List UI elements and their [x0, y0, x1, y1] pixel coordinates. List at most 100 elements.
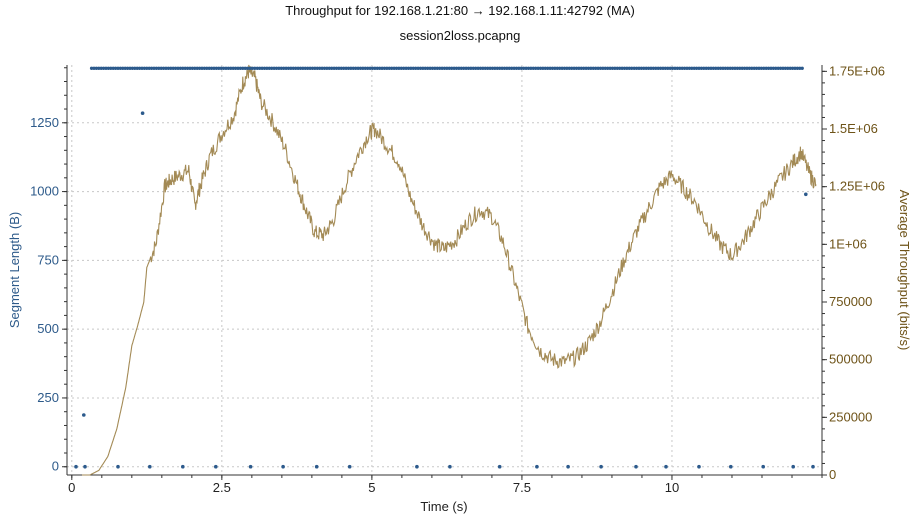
segment-point: [661, 66, 665, 71]
segment-point: [529, 66, 533, 71]
segment-point: [148, 464, 152, 469]
segment-point: [354, 66, 358, 71]
segment-point: [349, 66, 353, 71]
segment-point: [541, 66, 545, 71]
segment-point: [522, 66, 526, 71]
segment-point: [411, 66, 415, 71]
segment-point: [318, 66, 322, 71]
segment-point: [706, 66, 711, 71]
segment-point: [599, 464, 603, 469]
segment-point: [486, 66, 490, 71]
segment-point: [221, 66, 226, 71]
segment-point: [538, 66, 543, 71]
y-right-tick-label: 1.75E+06: [829, 63, 885, 78]
segment-point: [673, 66, 677, 71]
segment-point: [791, 464, 795, 469]
segment-point: [260, 66, 264, 71]
segment-point: [248, 66, 252, 71]
y-left-tick-label: 1000: [30, 184, 59, 199]
segment-point: [375, 66, 379, 71]
y-left-tick-label: 250: [37, 390, 59, 405]
segment-point: [505, 66, 509, 71]
segment-point: [447, 66, 451, 71]
segment-point: [586, 66, 591, 71]
segment-point: [270, 66, 274, 71]
segment-point: [231, 66, 235, 71]
segment-point: [566, 464, 570, 469]
segment-point: [397, 66, 401, 71]
segment-point: [723, 66, 728, 71]
segment-point: [82, 413, 86, 417]
segment-point: [125, 66, 130, 71]
segment-point: [726, 66, 730, 71]
segment-point: [536, 66, 540, 71]
segment-point: [111, 66, 115, 71]
segment-point: [315, 66, 319, 71]
segment-point: [241, 66, 245, 71]
segment-point: [761, 464, 765, 469]
segment-point: [342, 66, 346, 71]
segment-point: [565, 66, 569, 71]
segment-point: [248, 464, 253, 469]
segment-point: [157, 66, 161, 71]
segment-point: [152, 66, 156, 71]
x-tick-label: 0: [68, 480, 75, 495]
segment-point: [382, 66, 387, 71]
segment-point: [531, 66, 535, 71]
segment-point: [776, 66, 780, 71]
segment-point: [656, 66, 660, 71]
segment-point: [289, 66, 293, 71]
segment-point: [171, 66, 175, 71]
segment-point: [274, 66, 279, 71]
segment-point: [512, 66, 516, 71]
segment-point: [161, 66, 166, 71]
throughput-series: [82, 64, 817, 476]
segment-point: [402, 66, 406, 71]
segment-point: [543, 66, 547, 71]
segment-point: [730, 66, 735, 71]
segment-point: [495, 66, 499, 71]
segment-point: [548, 66, 552, 71]
segment-point: [291, 66, 295, 71]
segment-point: [435, 66, 439, 71]
segment-point: [478, 66, 483, 71]
segment-point: [452, 66, 456, 71]
segment-point: [123, 66, 127, 71]
segment-point: [740, 66, 744, 71]
plot-area: [67, 65, 822, 475]
segment-point: [116, 464, 120, 469]
segment-point: [308, 66, 312, 71]
segment-point: [627, 66, 631, 71]
segment-point: [154, 66, 159, 71]
segment-point: [632, 66, 636, 71]
segment-point: [798, 66, 802, 71]
y-right-tick-label: 1.25E+06: [829, 179, 885, 194]
segment-point: [188, 66, 192, 71]
segment-point: [346, 66, 351, 71]
segment-point: [368, 66, 372, 71]
segment-point: [212, 66, 216, 71]
x-tick-label: 2.5: [213, 480, 231, 495]
segment-point: [699, 66, 704, 71]
segment-length-series: [74, 66, 815, 469]
segment-point: [219, 66, 223, 71]
segment-point: [322, 66, 327, 71]
segment-point: [258, 66, 262, 71]
segment-point: [680, 66, 684, 71]
segment-point: [104, 66, 108, 71]
segment-point: [229, 66, 233, 71]
segment-point: [668, 66, 672, 71]
segment-point: [553, 66, 557, 71]
y-right-axis-ticks: 0 250000 500000 750000 1E+06 1.25E+06 1.5E+06 1…: [822, 63, 885, 482]
segment-point: [716, 66, 720, 71]
segment-point: [738, 66, 742, 71]
segment-point: [790, 66, 795, 71]
segment-point: [678, 66, 682, 71]
segment-point: [524, 66, 528, 71]
segment-point: [214, 66, 219, 71]
segment-point: [442, 66, 447, 71]
segment-point: [438, 66, 442, 71]
segment-point: [714, 66, 718, 71]
segment-point: [140, 111, 145, 115]
segment-point: [574, 66, 579, 71]
